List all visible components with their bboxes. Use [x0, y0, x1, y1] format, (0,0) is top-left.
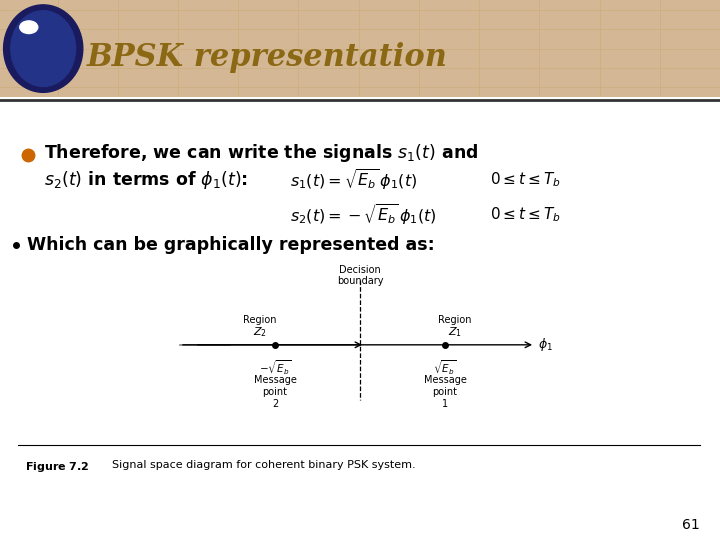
Text: $\phi_1$: $\phi_1$	[538, 336, 553, 353]
Text: Decision: Decision	[339, 265, 381, 275]
Text: point: point	[433, 387, 457, 397]
Text: $0 \leq t \leq T_b$: $0 \leq t \leq T_b$	[490, 170, 561, 189]
Text: 61: 61	[683, 518, 700, 532]
Text: $s_2(t)$ in terms of $\phi_1(t)$:: $s_2(t)$ in terms of $\phi_1(t)$:	[44, 168, 248, 191]
Text: $0 \leq t \leq T_b$: $0 \leq t \leq T_b$	[490, 205, 561, 224]
Text: $\mathbf{Figure\ 7.2}$: $\mathbf{Figure\ 7.2}$	[25, 460, 89, 474]
Text: $Z_2$: $Z_2$	[253, 325, 267, 339]
Text: $Z_1$: $Z_1$	[448, 325, 462, 339]
Text: Therefore, we can write the signals $s_1(t)$ and: Therefore, we can write the signals $s_1…	[44, 141, 478, 164]
Text: Signal space diagram for coherent binary PSK system.: Signal space diagram for coherent binary…	[105, 460, 415, 470]
Text: 2: 2	[272, 399, 278, 409]
Ellipse shape	[19, 21, 37, 33]
Text: Region: Region	[438, 315, 472, 325]
Ellipse shape	[11, 11, 76, 86]
Text: Region: Region	[243, 315, 276, 325]
Text: BPSK representation: BPSK representation	[86, 42, 447, 73]
Text: Message: Message	[253, 375, 297, 385]
Text: Message: Message	[423, 375, 467, 385]
Text: Which can be graphically represented as:: Which can be graphically represented as:	[27, 236, 435, 254]
Text: 1: 1	[442, 399, 448, 409]
Ellipse shape	[4, 5, 83, 92]
Text: point: point	[263, 387, 287, 397]
Text: $\sqrt{E_b}$: $\sqrt{E_b}$	[433, 359, 456, 377]
Text: boundary: boundary	[337, 276, 383, 286]
Text: $s_1(t) = \sqrt{E_b}\,\phi_1(t)$: $s_1(t) = \sqrt{E_b}\,\phi_1(t)$	[290, 167, 417, 192]
Text: $-\sqrt{E_b}$: $-\sqrt{E_b}$	[259, 359, 291, 377]
FancyBboxPatch shape	[0, 0, 720, 97]
Text: $s_2(t) = -\sqrt{E_b}\,\phi_1(t)$: $s_2(t) = -\sqrt{E_b}\,\phi_1(t)$	[290, 202, 437, 227]
